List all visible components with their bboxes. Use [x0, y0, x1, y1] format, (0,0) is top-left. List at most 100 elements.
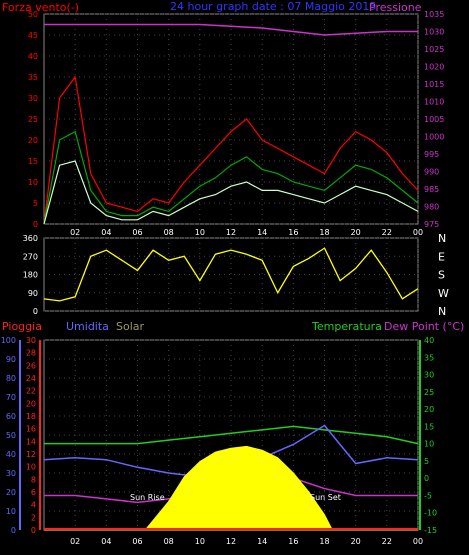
series-direction-line: [43, 247, 419, 302]
wind-x-tick-label: 10: [195, 228, 205, 237]
compass-label: N: [438, 305, 446, 318]
wind-x-tick-label: 16: [288, 228, 298, 237]
humidity-label: Umidita: [66, 320, 109, 333]
direction-tick-label: 90: [28, 289, 38, 298]
wind-x-tick-label: 04: [101, 228, 111, 237]
direction-grid: [44, 237, 419, 312]
rain-tick-label: 10: [26, 463, 36, 472]
climate-x-tick-label: 00: [413, 537, 423, 546]
climate-x-tick-label: 12: [226, 537, 236, 546]
compass-label: N: [438, 232, 446, 245]
temperature-tick-label: 35: [424, 353, 434, 362]
pressure-tick-label: 990: [424, 168, 439, 177]
rain-tick-label: 26: [26, 361, 36, 370]
wind-tick-label: 50: [28, 10, 38, 19]
rain-tick-label: 14: [26, 437, 36, 446]
wind-x-tick-label: 12: [226, 228, 236, 237]
climate-x-tick-label: 04: [101, 537, 111, 546]
climate-x-tick-label: 22: [382, 537, 392, 546]
temperature-tick-labels: -15 -10 -5 0 5 10 15 20 25 30 35 40: [424, 336, 437, 535]
wind-tick-label: 15: [28, 157, 38, 166]
direction-tick-label: 0: [33, 307, 38, 316]
temperature-tick-label: 0: [424, 474, 429, 483]
wind-tick-label: 0: [33, 220, 38, 229]
wind-tick-labels: 0 5 10 15 20 25 30 35 40 45 50: [28, 10, 38, 229]
temperature-tick-label: 10: [424, 440, 434, 449]
pressure-tick-label: 1025: [424, 45, 444, 54]
wind-tick-label: 30: [28, 94, 38, 103]
climate-x-tick-label: 10: [195, 537, 205, 546]
series-avg-line: [43, 160, 419, 225]
wind-pressure-panel: Forza vento(-) 24 hour graph date : 07 M…: [2, 0, 444, 237]
direction-tick-label: 180: [23, 271, 38, 280]
temperature-tick-label: 5: [424, 457, 429, 466]
pressure-tick-labels: 975 980 985 990 995 1000 1005 1010 1015 1020 1025 1…: [424, 10, 444, 229]
wind-tick-label: 5: [33, 199, 38, 208]
chart-title: 24 hour graph date : 07 Maggio 2015: [170, 0, 376, 13]
humidity-tick-label: 100: [1, 336, 16, 345]
rain-label: Pioggia: [2, 320, 42, 333]
rain-tick-label: 18: [26, 412, 36, 421]
pressure-tick-label: 1015: [424, 80, 444, 89]
climate-panel: Pioggia Umidita Solar Temperatura Dew Po…: [1, 320, 465, 546]
series-pressure-line: [44, 23, 418, 36]
pressure-axis-label: Pressione: [369, 1, 422, 14]
temperature-tick-label: -15: [424, 526, 437, 535]
sunset-label: Sun Set: [310, 493, 341, 502]
temperature-tick-label: 30: [424, 371, 434, 380]
wind-tick-label: 20: [28, 136, 38, 145]
humidity-tick-label: 20: [6, 488, 16, 497]
dewpoint-label: Dew Point (°C): [384, 320, 464, 333]
climate-x-tick-label: 20: [351, 537, 361, 546]
pressure-tick-label: 1030: [424, 28, 444, 37]
wind-x-tick-label: 20: [351, 228, 361, 237]
climate-x-tick-label: 02: [70, 537, 80, 546]
temperature-tick-label: 20: [424, 405, 434, 414]
pressure-tick-label: 985: [424, 185, 439, 194]
humidity-tick-label: 80: [6, 374, 16, 383]
temperature-label: Temperatura: [311, 320, 382, 333]
wind-x-tick-labels: 02 04 06 08 10 12 14 16 18 20 22 00: [70, 228, 423, 237]
pressure-tick-label: 1010: [424, 98, 444, 107]
rain-tick-label: 30: [26, 336, 36, 345]
series-speed-line: [43, 130, 419, 225]
rain-tick-label: 24: [26, 374, 36, 383]
humidity-tick-label: 50: [6, 431, 16, 440]
compass-label: E: [438, 250, 445, 263]
solar-label: Solar: [116, 320, 145, 333]
wind-x-tick-label: 18: [319, 228, 329, 237]
wind-tick-label: 45: [28, 31, 38, 40]
direction-series: [43, 247, 419, 302]
wind-tick-label: 25: [28, 115, 38, 124]
wind-tick-label: 40: [28, 52, 38, 61]
direction-tick-label: 270: [23, 252, 38, 261]
humidity-tick-label: 10: [6, 507, 16, 516]
direction-tick-labels: 0 90 180 270 360: [23, 234, 38, 316]
wind-axis-label: Forza vento(-): [2, 1, 79, 14]
climate-x-tick-label: 16: [288, 537, 298, 546]
rain-tick-label: 6: [31, 488, 36, 497]
wind-x-tick-label: 22: [382, 228, 392, 237]
pressure-tick-label: 1000: [424, 133, 444, 142]
wind-x-tick-label: 02: [70, 228, 80, 237]
climate-x-tick-label: 08: [164, 537, 174, 546]
humidity-tick-labels: 0 10 20 30 40 50 60 70 80 90 100: [1, 336, 16, 535]
rain-tick-label: 20: [26, 399, 36, 408]
direction-tick-label: 360: [23, 234, 38, 243]
climate-x-tick-label: 18: [319, 537, 329, 546]
temperature-tick-label: -5: [424, 491, 432, 500]
climate-x-tick-label: 06: [132, 537, 142, 546]
temperature-tick-label: 25: [424, 388, 434, 397]
climate-x-tick-labels: 02 04 06 08 10 12 14 16 18 20 22 00: [70, 537, 423, 546]
rain-tick-label: 8: [31, 475, 36, 484]
series-solar-area: [44, 445, 418, 531]
rain-tick-label: 4: [31, 501, 36, 510]
wind-series: [43, 23, 419, 225]
sunrise-label: Sun Rise: [130, 493, 165, 502]
climate-x-tick-label: 14: [257, 537, 267, 546]
humidity-tick-label: 30: [6, 469, 16, 478]
pressure-tick-label: 995: [424, 150, 439, 159]
